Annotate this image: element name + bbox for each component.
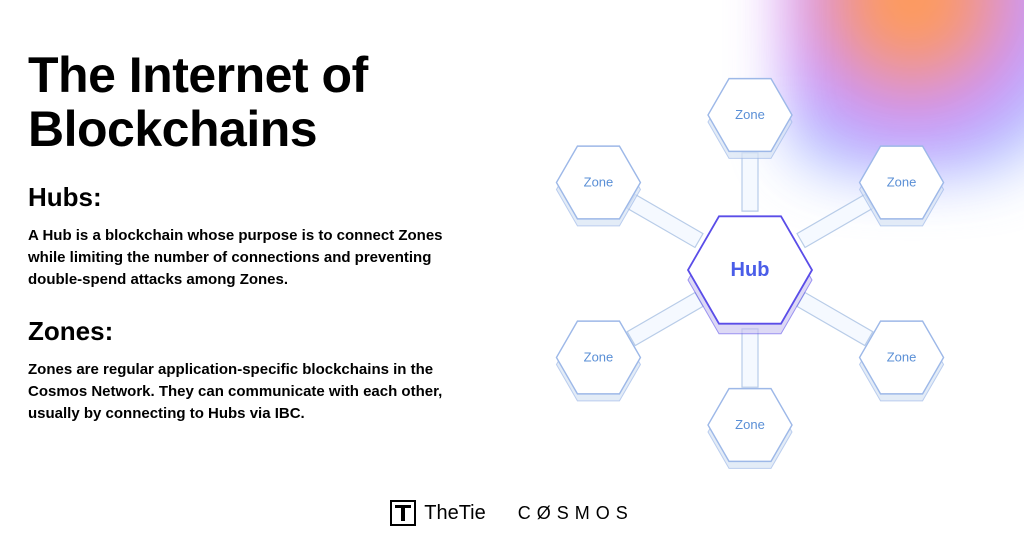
zones-body: Zones are regular application-specific b…	[28, 359, 468, 424]
cosmos-logo: CØSMOS	[518, 503, 634, 524]
thetie-label: TheTie	[424, 502, 486, 525]
zone-node-label: Zone	[887, 175, 917, 190]
thetie-logo-wrap: TheTie	[390, 500, 486, 526]
zone-node-label: Zone	[584, 350, 614, 365]
text-content: The Internet of Blockchains Hubs: A Hub …	[28, 48, 488, 425]
zone-node-label: Zone	[887, 350, 917, 365]
zone-node-label: Zone	[735, 107, 765, 122]
zones-heading: Zones:	[28, 316, 488, 347]
zone-node-label: Zone	[735, 417, 765, 432]
hub-zone-diagram: Zone Zone Zone Zone Zone Zone Hub	[480, 60, 1020, 500]
hub-node-label: Hub	[731, 259, 770, 281]
thetie-icon	[390, 500, 416, 526]
page-title: The Internet of Blockchains	[28, 48, 488, 156]
footer-logos: TheTie CØSMOS	[0, 500, 1024, 526]
hubs-heading: Hubs:	[28, 182, 488, 213]
hubs-body: A Hub is a blockchain whose purpose is t…	[28, 225, 468, 290]
zone-node-label: Zone	[584, 175, 614, 190]
